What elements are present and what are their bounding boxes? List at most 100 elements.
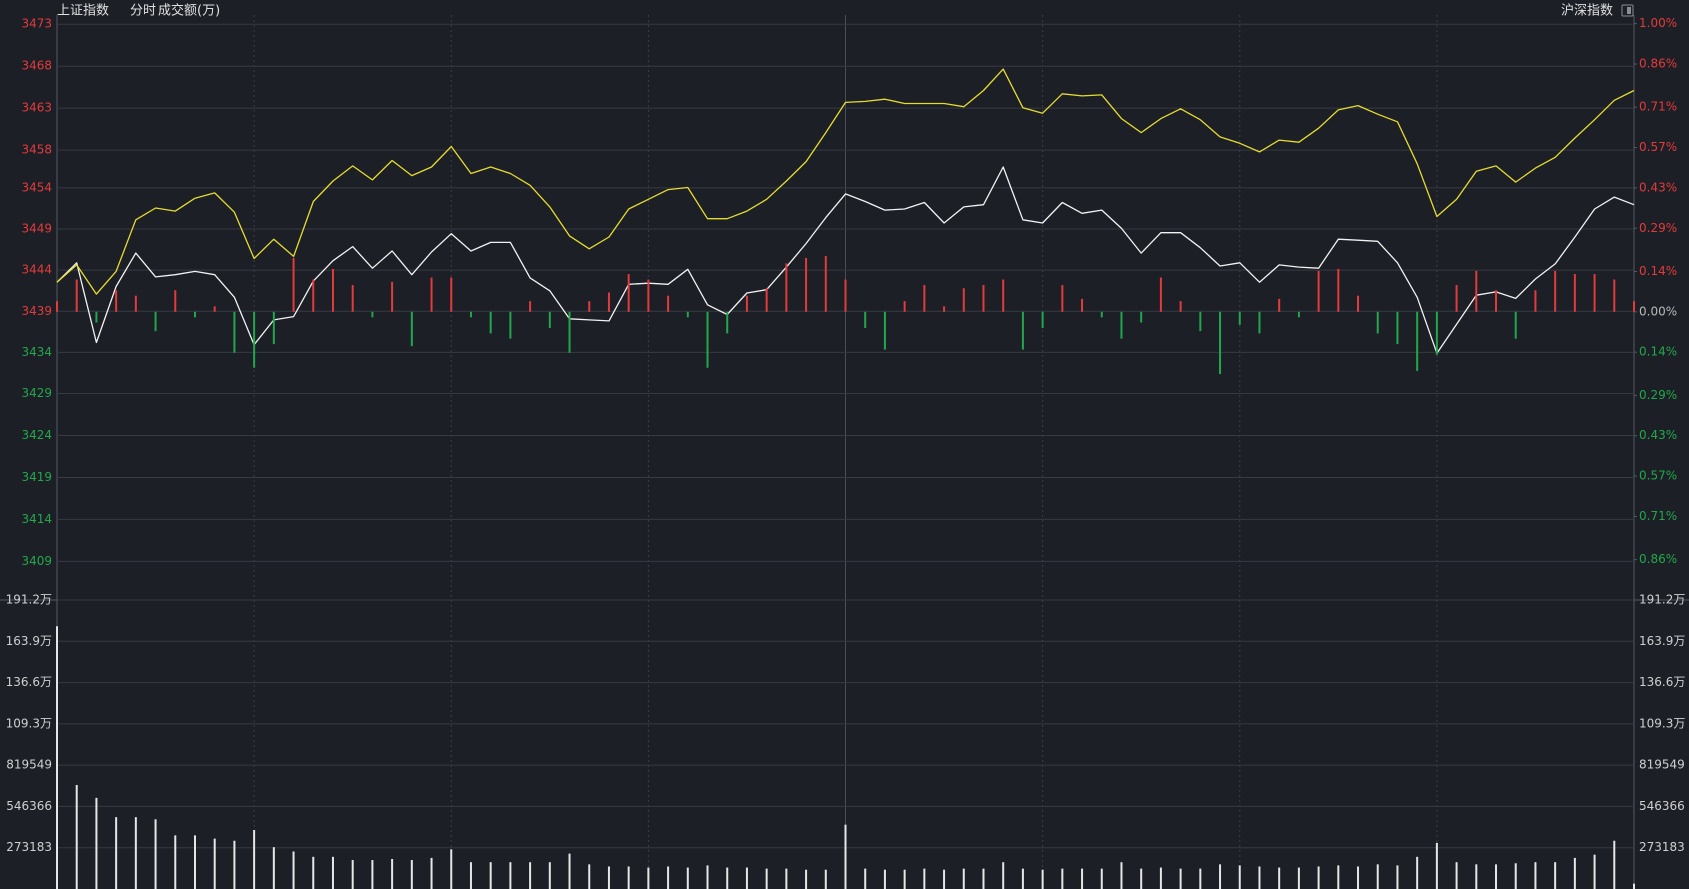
volume-bar — [864, 868, 867, 889]
change-bar — [489, 311, 492, 334]
change-bar — [923, 285, 926, 312]
y-tick-label: 3424 — [21, 428, 52, 442]
volume-bar — [883, 869, 886, 889]
y-tick-label: 3458 — [21, 143, 52, 157]
change-bar — [982, 285, 985, 312]
change-bar — [1159, 277, 1162, 312]
volume-bar — [430, 857, 433, 889]
change-bar — [844, 279, 847, 312]
change-bar — [509, 311, 512, 339]
volume-bar — [1159, 867, 1162, 889]
volume-bar — [548, 862, 551, 889]
change-bar — [391, 281, 394, 312]
volume-bar — [233, 840, 236, 889]
volume-bar — [785, 868, 788, 889]
y-tick-label: 3463 — [21, 101, 52, 115]
change-bar — [1238, 311, 1241, 325]
y-tick-label-right: 546366 — [1639, 799, 1685, 813]
volume-bar — [391, 858, 394, 889]
volume-label: 成交额(万) — [158, 3, 220, 19]
y2-tick-label: 0.86% — [1639, 56, 1677, 70]
panel-toggle[interactable] — [1621, 4, 1634, 17]
volume-bar — [1258, 866, 1261, 889]
y-tick-label: 546366 — [6, 799, 52, 813]
volume-bar — [351, 860, 354, 889]
change-bar — [1317, 270, 1320, 312]
y-tick-label-right: 273183 — [1639, 840, 1685, 854]
change-bar — [943, 306, 946, 312]
price-line — [56, 166, 1635, 354]
y2-tick-label: 1.00% — [1639, 16, 1677, 30]
volume-bar — [686, 867, 689, 889]
volume-bar — [1435, 842, 1438, 889]
volume-bar — [982, 868, 985, 889]
change-bar — [903, 301, 906, 312]
y2-tick-label: 0.86% — [1639, 552, 1677, 566]
change-bar — [1475, 270, 1478, 312]
volume-bar — [627, 866, 630, 889]
change-bar — [706, 311, 709, 368]
volume-bar — [1061, 868, 1064, 889]
change-bar — [1081, 298, 1084, 312]
change-bar — [1514, 311, 1517, 339]
volume-bar — [56, 626, 58, 889]
change-bar — [647, 279, 650, 312]
volume-bar — [745, 867, 748, 889]
y-tick-label: 3473 — [21, 17, 52, 31]
change-bar — [1258, 311, 1261, 334]
change-bar — [588, 301, 591, 312]
change-bar — [1199, 311, 1202, 332]
volume-bar — [450, 849, 453, 889]
volume-bar — [1219, 864, 1222, 889]
volume-bar — [1514, 863, 1517, 889]
volume-bar — [292, 851, 295, 889]
change-bar — [1297, 311, 1300, 318]
change-bar — [1573, 274, 1576, 312]
change-bar — [351, 285, 354, 312]
volume-bar — [1416, 856, 1419, 889]
volume-bar — [1179, 868, 1182, 889]
y-tick-label: 163.9万 — [6, 634, 52, 648]
change-bar — [115, 290, 118, 312]
change-bar — [1455, 285, 1458, 312]
y2-tick-label: 0.71% — [1639, 509, 1677, 523]
change-bar — [371, 311, 374, 318]
change-bar — [1100, 311, 1103, 318]
change-bar — [469, 311, 472, 318]
volume-bar — [371, 860, 374, 889]
change-bar — [1593, 274, 1596, 312]
y2-tick-label: 0.29% — [1639, 221, 1677, 235]
volume-bar — [726, 867, 729, 889]
change-bar — [56, 301, 58, 312]
volume-bar — [1337, 865, 1340, 889]
period-label[interactable]: 分时 — [130, 4, 156, 19]
change-bar — [331, 268, 334, 312]
volume-bar — [272, 847, 275, 889]
change-bar — [1061, 285, 1064, 312]
change-bar — [272, 311, 275, 345]
change-bar — [410, 311, 413, 347]
change-bar — [193, 311, 196, 318]
change-bar — [1613, 279, 1616, 312]
y-tick-label: 191.2万 — [6, 593, 52, 607]
y-tick-label: 3419 — [21, 470, 52, 484]
y-tick-label-right: 109.3万 — [1639, 716, 1685, 730]
y2-tick-label: 0.14% — [1639, 264, 1677, 278]
y-tick-label: 273183 — [6, 840, 52, 854]
volume-bar — [529, 862, 532, 889]
index-switch[interactable]: 沪深指数 — [1561, 3, 1613, 19]
volume-bar — [607, 866, 610, 889]
y2-tick-label: 0.57% — [1639, 469, 1677, 483]
volume-bar — [1633, 883, 1635, 889]
change-bar — [864, 311, 867, 328]
change-bar — [785, 263, 788, 312]
volume-bar — [962, 868, 965, 889]
change-bar — [75, 279, 78, 312]
volume-bar — [1021, 868, 1024, 889]
change-bar — [233, 311, 236, 353]
volume-bar — [1455, 862, 1458, 889]
change-bar — [1376, 311, 1379, 334]
